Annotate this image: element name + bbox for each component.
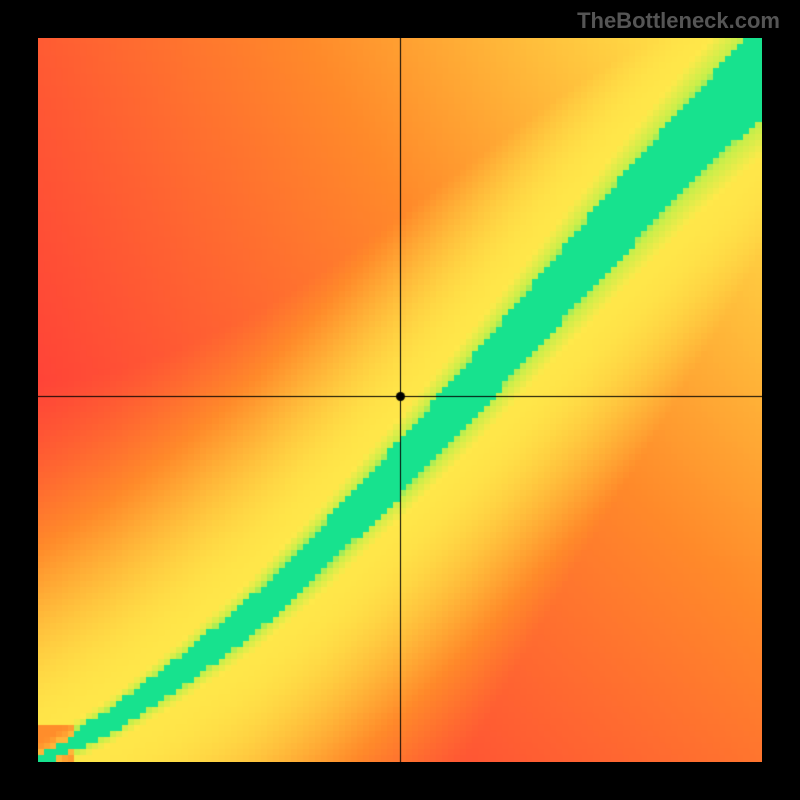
watermark-text: TheBottleneck.com	[577, 8, 780, 34]
chart-container: TheBottleneck.com	[0, 0, 800, 800]
bottleneck-heatmap	[38, 38, 762, 762]
